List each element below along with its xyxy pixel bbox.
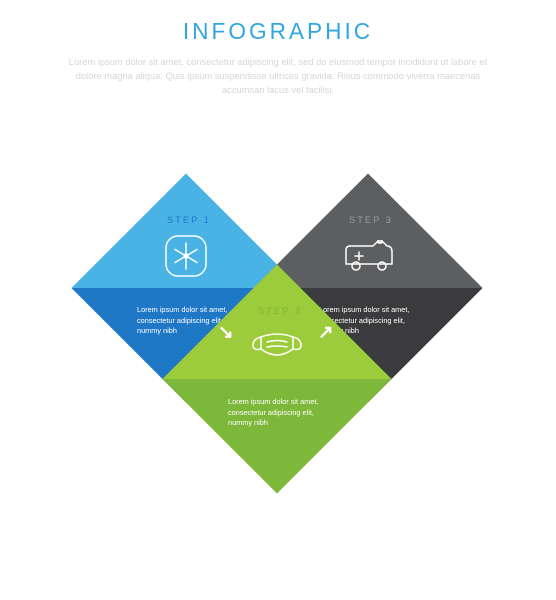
intro-text-body: Lorem ipsum dolor sit amet, consectetur …	[69, 57, 487, 95]
intro-text: Lorem ipsum dolor sit amet, consectetur …	[60, 56, 496, 98]
step-2-label: Step 2	[258, 306, 302, 316]
step-2-label-text: Step 2	[258, 306, 302, 316]
ambulance-icon	[343, 240, 395, 274]
step-3-label-text: Step 3	[349, 215, 393, 225]
page-title-text: Infographic	[183, 18, 373, 44]
step-3-label: Step 3	[349, 215, 393, 225]
medical-star-icon	[163, 233, 209, 279]
protective-mask-icon	[251, 329, 303, 363]
arrow-step1-to-step2: ↘	[218, 323, 234, 342]
step-1-label-text: Step 1	[167, 215, 211, 225]
arrow-left-glyph: ↘	[218, 321, 234, 342]
step-1-label: Step 1	[167, 215, 211, 225]
infographic-page: Infographic Lorem ipsum dolor sit amet, …	[0, 0, 556, 600]
page-title: Infographic	[0, 18, 556, 45]
step-2-body: Lorem ipsum dolor sit amet, consectetur …	[228, 397, 326, 429]
arrow-right-glyph: ↗	[318, 321, 334, 342]
step-2-body-text: Lorem ipsum dolor sit amet, consectetur …	[228, 397, 318, 427]
arrow-step2-to-step3: ↗	[318, 323, 334, 342]
